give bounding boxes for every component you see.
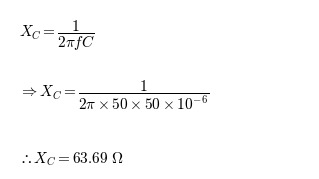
Text: $\therefore X_C = 63.69\ \Omega$: $\therefore X_C = 63.69\ \Omega$ — [19, 151, 124, 168]
Text: $X_C = \dfrac{1}{2\pi f C}$: $X_C = \dfrac{1}{2\pi f C}$ — [19, 18, 95, 53]
Text: $\Rightarrow X_C = \dfrac{1}{2\pi \times 50 \times 50 \times 10^{-6}}$: $\Rightarrow X_C = \dfrac{1}{2\pi \times… — [19, 78, 210, 112]
